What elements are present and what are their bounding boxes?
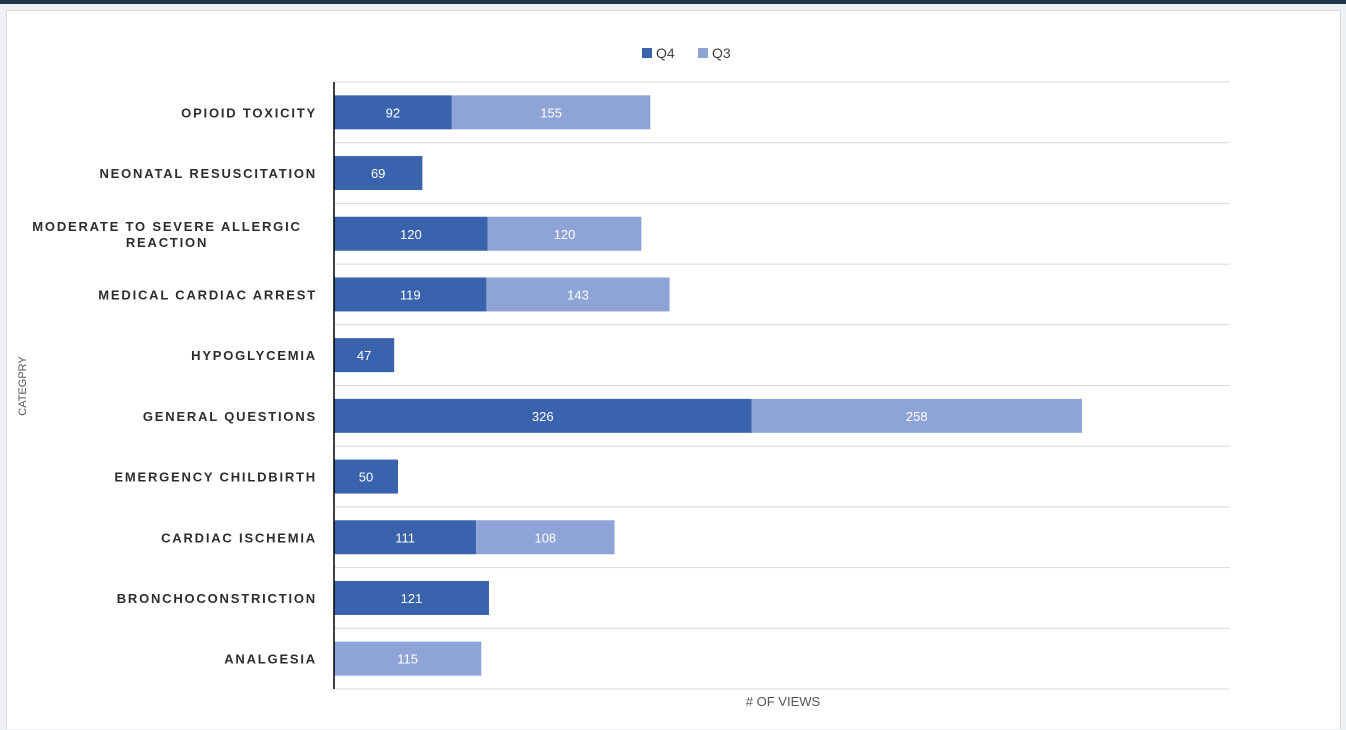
data-label: 108: [534, 530, 556, 545]
data-label: 155: [540, 105, 562, 120]
data-label: 111: [395, 530, 415, 545]
data-label: 120: [400, 227, 422, 242]
bar-q3: [486, 277, 670, 312]
top-bar: [0, 0, 1346, 4]
category-label: NEONATAL RESUSCITATION: [99, 166, 317, 181]
category-label: CARDIAC ISCHEMIA: [161, 530, 317, 545]
data-label: 69: [371, 166, 385, 181]
category-label: HYPOGLYCEMIA: [191, 348, 317, 363]
category-label: ANALGESIA: [224, 652, 317, 667]
bar-q4: [334, 398, 752, 433]
legend-swatch: [642, 48, 652, 58]
data-label: 50: [359, 470, 373, 485]
bar-q4: [334, 580, 489, 615]
bar-q4: [334, 95, 452, 130]
data-label: 121: [401, 591, 423, 606]
bar-q4: [334, 156, 423, 191]
data-label: 47: [357, 348, 371, 363]
y-axis-title: CATEGPRY: [17, 356, 29, 416]
bar-q3: [476, 520, 615, 555]
bar-q4: [334, 338, 395, 373]
legend: Q4 Q3: [642, 45, 731, 61]
chart-panel: 92 155 69 120 120 119 143 47 326 258 50 111 108 121 11…: [6, 10, 1341, 729]
stacked-bar-chart: 92 155 69 120 120 119 143 47 326 258 50 111 108 121 11…: [17, 45, 1230, 709]
category-label: EMERGENCY CHILDBIRTH: [114, 470, 317, 485]
data-label: 119: [400, 287, 421, 302]
legend-swatch: [698, 48, 708, 58]
bar-q4: [334, 277, 487, 312]
bar-q3: [451, 95, 651, 130]
x-axis-title: # OF VIEWS: [746, 694, 821, 709]
bar-q3: [487, 216, 642, 251]
data-label: 92: [386, 105, 400, 120]
category-label: BRONCHOCONSTRICTION: [117, 591, 317, 606]
category-labels: OPIOID TOXICITY NEONATAL RESUSCITATION MOD…: [32, 105, 317, 667]
bar-q4: [334, 520, 477, 555]
bar-q3: [751, 398, 1082, 433]
category-label: OPIOID TOXICITY: [181, 105, 317, 120]
gridlines: [334, 81, 1230, 690]
category-label: MEDICAL CARDIAC ARREST: [98, 287, 317, 302]
bar-q4: [334, 216, 488, 251]
data-label: 258: [906, 409, 928, 424]
bar-q3: [334, 641, 482, 676]
category-label: GENERAL QUESTIONS: [143, 409, 317, 424]
bar-q4: [334, 459, 399, 494]
category-label: MODERATE TO SEVERE ALLERGIC REACTION: [32, 219, 301, 250]
data-label: 115: [397, 652, 418, 667]
data-label: 143: [567, 287, 589, 302]
bars: 92 155 69 120 120 119 143 47 326 258 50 111 108 121 11…: [334, 95, 1082, 676]
legend-label: Q4: [656, 45, 675, 61]
data-label: 120: [554, 227, 576, 242]
data-label: 326: [532, 409, 554, 424]
legend-label: Q3: [712, 45, 731, 61]
